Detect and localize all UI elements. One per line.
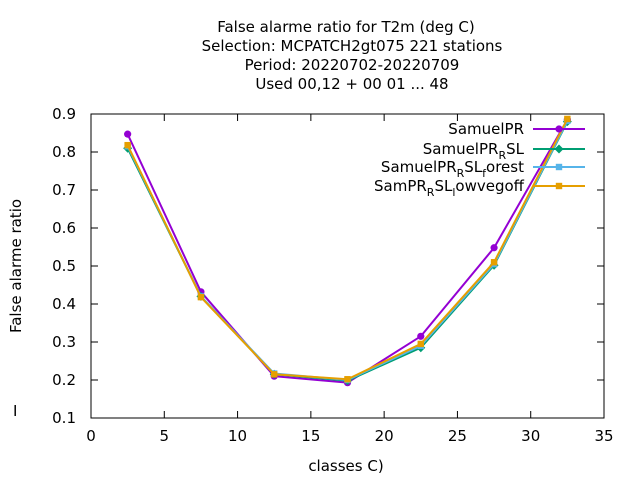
legend-label-part: R [457,167,465,180]
series-1-point [417,332,425,340]
y-tick-label: 0.4 [52,295,76,313]
y-tick-label: 0.7 [52,181,76,199]
y-axis-label: False alarme ratio [7,199,25,333]
y-axis: 0.1 0.2 0.3 0.4 0.5 0.6 0.7 0.8 0.9 [52,105,604,427]
y-tick-label: 0.5 [52,257,76,275]
legend-label-part: R [498,149,506,162]
legend-label-part: SL [434,177,453,195]
y-tick-label: 0.9 [52,105,76,123]
series-4 [124,115,571,383]
legend-entry-3: SamuelPRRSLforest [381,158,585,180]
side-mark: I [13,402,17,420]
series-1-point [490,244,498,252]
legend-label-part: SL [464,158,483,176]
legend-entry-4: SamPRRSLlowvegoff [374,177,585,199]
series-4-point [271,371,278,378]
y-tick-label: 0.2 [52,371,76,389]
plot-frame [90,113,605,419]
x-tick-label: 30 [521,427,540,445]
legend-marker [555,182,563,190]
x-tick-label: 0 [86,427,96,445]
series-4-point [197,293,205,301]
legend-label-part: orest [486,158,524,176]
y-tick-label: 0.3 [52,333,76,351]
legend-label-part: SamPR [374,177,427,195]
y-tick-label: 0.1 [52,409,76,427]
legend-label: SamPRRSLlowvegoff [374,177,525,199]
y-tick-label: 0.6 [52,219,76,237]
series-4-point [564,115,571,123]
chart-title-block: False alarme ratio for T2m (deg C) Selec… [202,18,503,93]
legend-marker [554,144,564,154]
legend-label: SamuelPR [448,120,524,138]
x-tick-label: 35 [594,427,613,445]
legend-entry-2: SamuelPRRSL [423,140,585,162]
legend: SamuelPRSamuelPRRSLSamuelPRRSLforestSamP… [374,120,585,199]
legend-label-part: owvegoff [455,177,524,195]
x-tick-label: 15 [301,427,320,445]
legend-label: SamuelPRRSLforest [381,158,524,180]
series-4-point [417,340,424,348]
y-tick-label: 0.8 [52,143,76,161]
legend-label: SamuelPRRSL [423,140,525,162]
legend-label-part: SamuelPR [381,158,457,176]
x-tick-label: 5 [160,427,170,445]
chart-title-line-2: Selection: MCPATCH2gt075 221 stations [202,37,503,55]
chart-title-line-3: Period: 20220702-20220709 [245,56,460,74]
legend-label-part: SamuelPR [423,140,499,158]
legend-label-part: R [427,186,435,199]
legend-label-part: l [452,186,455,199]
legend-marker [555,163,563,171]
series-group [123,115,572,387]
legend-label-part: f [482,167,487,180]
x-axis: 0 5 10 15 20 25 30 35 [86,114,614,445]
legend-marker [555,125,563,133]
x-tick-label: 20 [375,427,394,445]
legend-label-part: SamuelPR [448,120,524,138]
x-axis-label: classes C) [308,457,383,475]
chart-title-line-1: False alarme ratio for T2m (deg C) [217,18,475,36]
x-tick-label: 25 [448,427,467,445]
series-1-point [124,130,132,138]
series-4-point [490,259,498,266]
legend-entry-1: SamuelPR [448,120,585,138]
chart-title-line-4: Used 00,12 + 00 01 ... 48 [255,75,448,93]
x-tick-label: 10 [228,427,247,445]
series-4-point [124,141,131,149]
legend-label-part: SL [506,140,525,158]
series-4-point [344,376,351,383]
